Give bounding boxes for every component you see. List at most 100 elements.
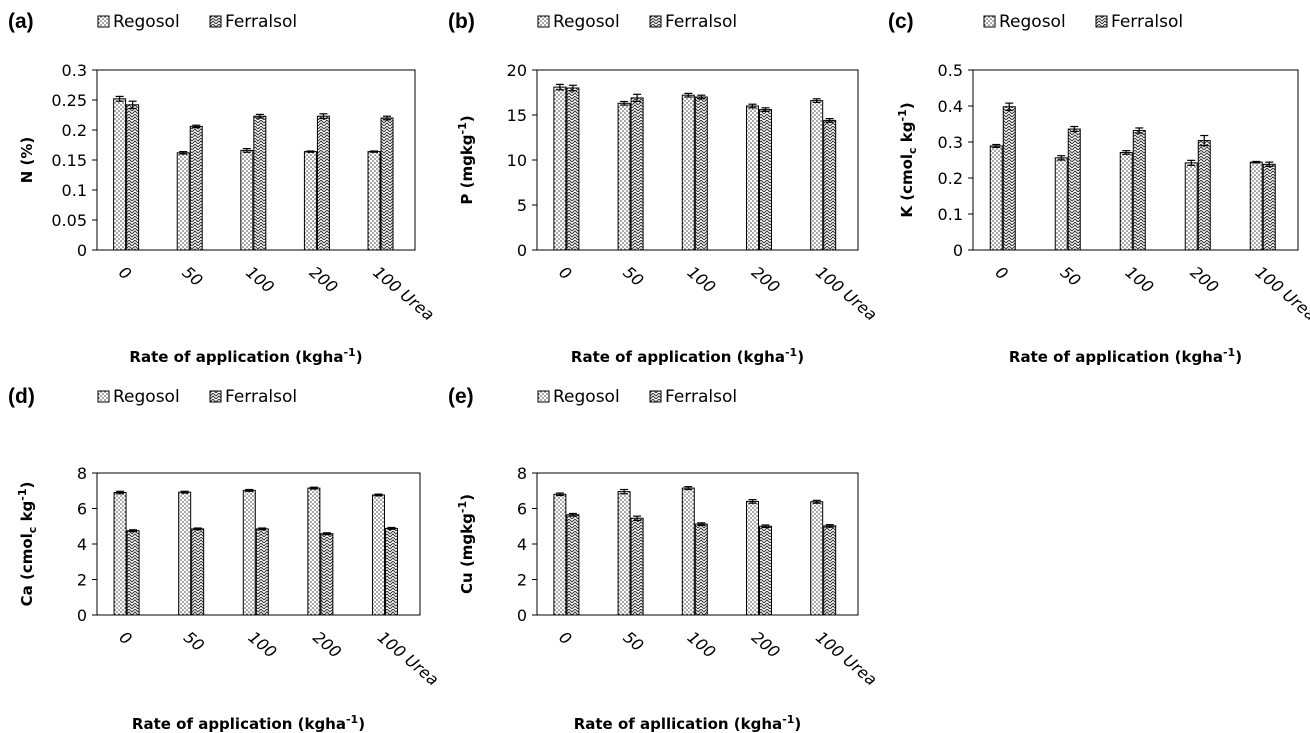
legend-swatch-regosol — [97, 15, 110, 28]
x-category-label: 50 — [179, 263, 207, 291]
chart-svg-c: (c) Regosol Ferralsol 0 0.1 0.2 0.3 0.4 0.5 0 50 10… — [888, 10, 1310, 366]
legend-swatch-regosol — [97, 390, 110, 403]
bar-ferralsol — [189, 125, 203, 251]
y-tick-label: 0 — [77, 606, 87, 625]
x-category-label: 100 Urea — [374, 628, 443, 690]
bar-regosol — [1249, 161, 1263, 251]
bar-ferralsol — [1067, 128, 1081, 251]
x-category-label: 50 — [180, 628, 208, 656]
y-tick-label: 0.1 — [938, 205, 963, 224]
x-axis-label: Rate of application (kgha-1) — [571, 346, 804, 366]
x-axis-label-sup: -1 — [343, 346, 355, 359]
bar-ferralsol — [823, 119, 837, 251]
bar-ferralsol — [320, 533, 334, 616]
panel-label: (c) — [888, 10, 914, 33]
legend-swatch-regosol — [537, 15, 550, 28]
bar-regosol — [371, 494, 385, 616]
y-axis-label-sup: -1 — [16, 488, 29, 500]
y-axis-label-end: ) — [458, 494, 476, 501]
bar-ferralsol — [694, 96, 708, 251]
x-category-label: 100 — [1122, 263, 1158, 297]
x-axis-label-sup: -1 — [1223, 346, 1235, 359]
y-axis-label: Ca (cmolc kg-1) — [16, 482, 39, 607]
y-axis-label-end: ) — [18, 482, 36, 489]
chart-panel-e: (e) Regosol Ferralsol 0 2 4 6 8 0 50 100 200 100 Ure… — [440, 363, 881, 733]
y-tick-label: 2 — [77, 571, 87, 590]
x-category-label: 50 — [1057, 263, 1085, 291]
bar-ferralsol — [758, 525, 772, 616]
bar-regosol — [303, 151, 317, 251]
x-axis-label-end: ) — [797, 348, 804, 366]
bar-ferralsol — [384, 527, 398, 616]
x-category-label: 100 — [684, 628, 720, 662]
bar-regosol — [617, 102, 631, 251]
y-tick-label: 0.15 — [51, 151, 87, 170]
bar-ferralsol — [758, 109, 772, 251]
y-tick-label: 0.3 — [62, 61, 87, 80]
bar-ferralsol — [566, 514, 580, 616]
bar-ferralsol — [255, 528, 269, 616]
legend-label-regosol: Regosol — [113, 12, 180, 32]
x-category-label: 100 — [242, 263, 278, 297]
y-axis-label-main: Cu (mgkg — [458, 513, 476, 594]
bar-ferralsol — [126, 530, 140, 616]
x-axis-label: Rate of application (kgha-1) — [129, 346, 362, 366]
y-tick-label: 0.2 — [62, 121, 87, 140]
x-axis-label-end: ) — [358, 715, 365, 733]
y-tick-label: 0.25 — [51, 91, 87, 110]
bar-regosol — [617, 491, 631, 616]
x-category-label: 0 — [992, 263, 1012, 284]
y-tick-label: 0 — [517, 241, 527, 260]
legend-swatch-regosol — [537, 390, 550, 403]
y-axis-label: K (cmolc kg-1) — [896, 102, 919, 217]
bar-regosol — [178, 491, 192, 616]
legend-swatch-regosol — [983, 15, 996, 28]
chart-panel-d: (d) Regosol Ferralsol 0 2 4 6 8 0 50 100 200 100 Ure… — [0, 363, 442, 733]
x-axis-label-main: Rate of apllication (kgha — [574, 715, 782, 733]
x-axis-label-main: Rate of application (kgha — [129, 348, 343, 366]
y-tick-label: 8 — [77, 464, 87, 483]
chart-svg-d: (d) Regosol Ferralsol 0 2 4 6 8 0 50 100 200 100 Ure… — [8, 385, 442, 733]
y-tick-label: 0 — [953, 241, 963, 260]
chart-panel-a: (a) Regosol Ferralsol 0 0.05 0.1 0.15 0.2 0.25 0.… — [0, 0, 438, 370]
y-tick-label: 0.05 — [51, 211, 87, 230]
x-category-label: 200 — [1187, 263, 1223, 297]
legend-label-ferralsol: Ferralsol — [225, 387, 297, 407]
y-tick-label: 8 — [517, 464, 527, 483]
y-tick-label: 10 — [507, 151, 527, 170]
legend-swatch-ferralsol — [1095, 15, 1108, 28]
bar-regosol — [307, 487, 321, 616]
legend-swatch-ferralsol — [649, 15, 662, 28]
x-axis-label: Rate of application (kgha-1) — [132, 713, 365, 733]
x-axis-label: Rate of application (kgha-1) — [1009, 346, 1242, 366]
legend-swatch-ferralsol — [209, 15, 222, 28]
y-tick-label: 2 — [517, 571, 527, 590]
legend-label-ferralsol: Ferralsol — [1111, 12, 1183, 32]
bar-regosol — [240, 149, 254, 251]
x-category-label: 200 — [306, 263, 342, 297]
bar-ferralsol — [316, 115, 330, 251]
chart-panel-b: (b) Regosol Ferralsol 0 5 10 15 20 0 50 100 200 100 … — [440, 0, 881, 370]
legend-label-regosol: Regosol — [553, 387, 620, 407]
y-tick-label: 6 — [517, 500, 527, 519]
y-axis-label-end: ) — [458, 115, 476, 122]
bar-regosol — [810, 100, 824, 251]
x-category-label: 100 Urea — [812, 263, 881, 325]
y-axis-label-sup: -1 — [456, 122, 469, 134]
y-tick-label: 0 — [517, 606, 527, 625]
legend-label-ferralsol: Ferralsol — [225, 12, 297, 32]
x-category-label: 200 — [748, 628, 784, 662]
y-tick-label: 15 — [507, 106, 527, 125]
y-tick-label: 0.3 — [938, 133, 963, 152]
bar-ferralsol — [126, 104, 140, 251]
x-category-label: 0 — [115, 263, 135, 284]
y-axis-label-main: K (cmol — [898, 154, 916, 218]
bar-ferralsol — [253, 115, 267, 251]
bar-regosol — [681, 94, 695, 251]
bar-regosol — [989, 145, 1003, 251]
bar-regosol — [113, 98, 127, 251]
bar-regosol — [553, 86, 567, 251]
bar-regosol — [1054, 157, 1068, 251]
y-tick-label: 20 — [507, 61, 527, 80]
y-tick-label: 4 — [77, 535, 87, 554]
